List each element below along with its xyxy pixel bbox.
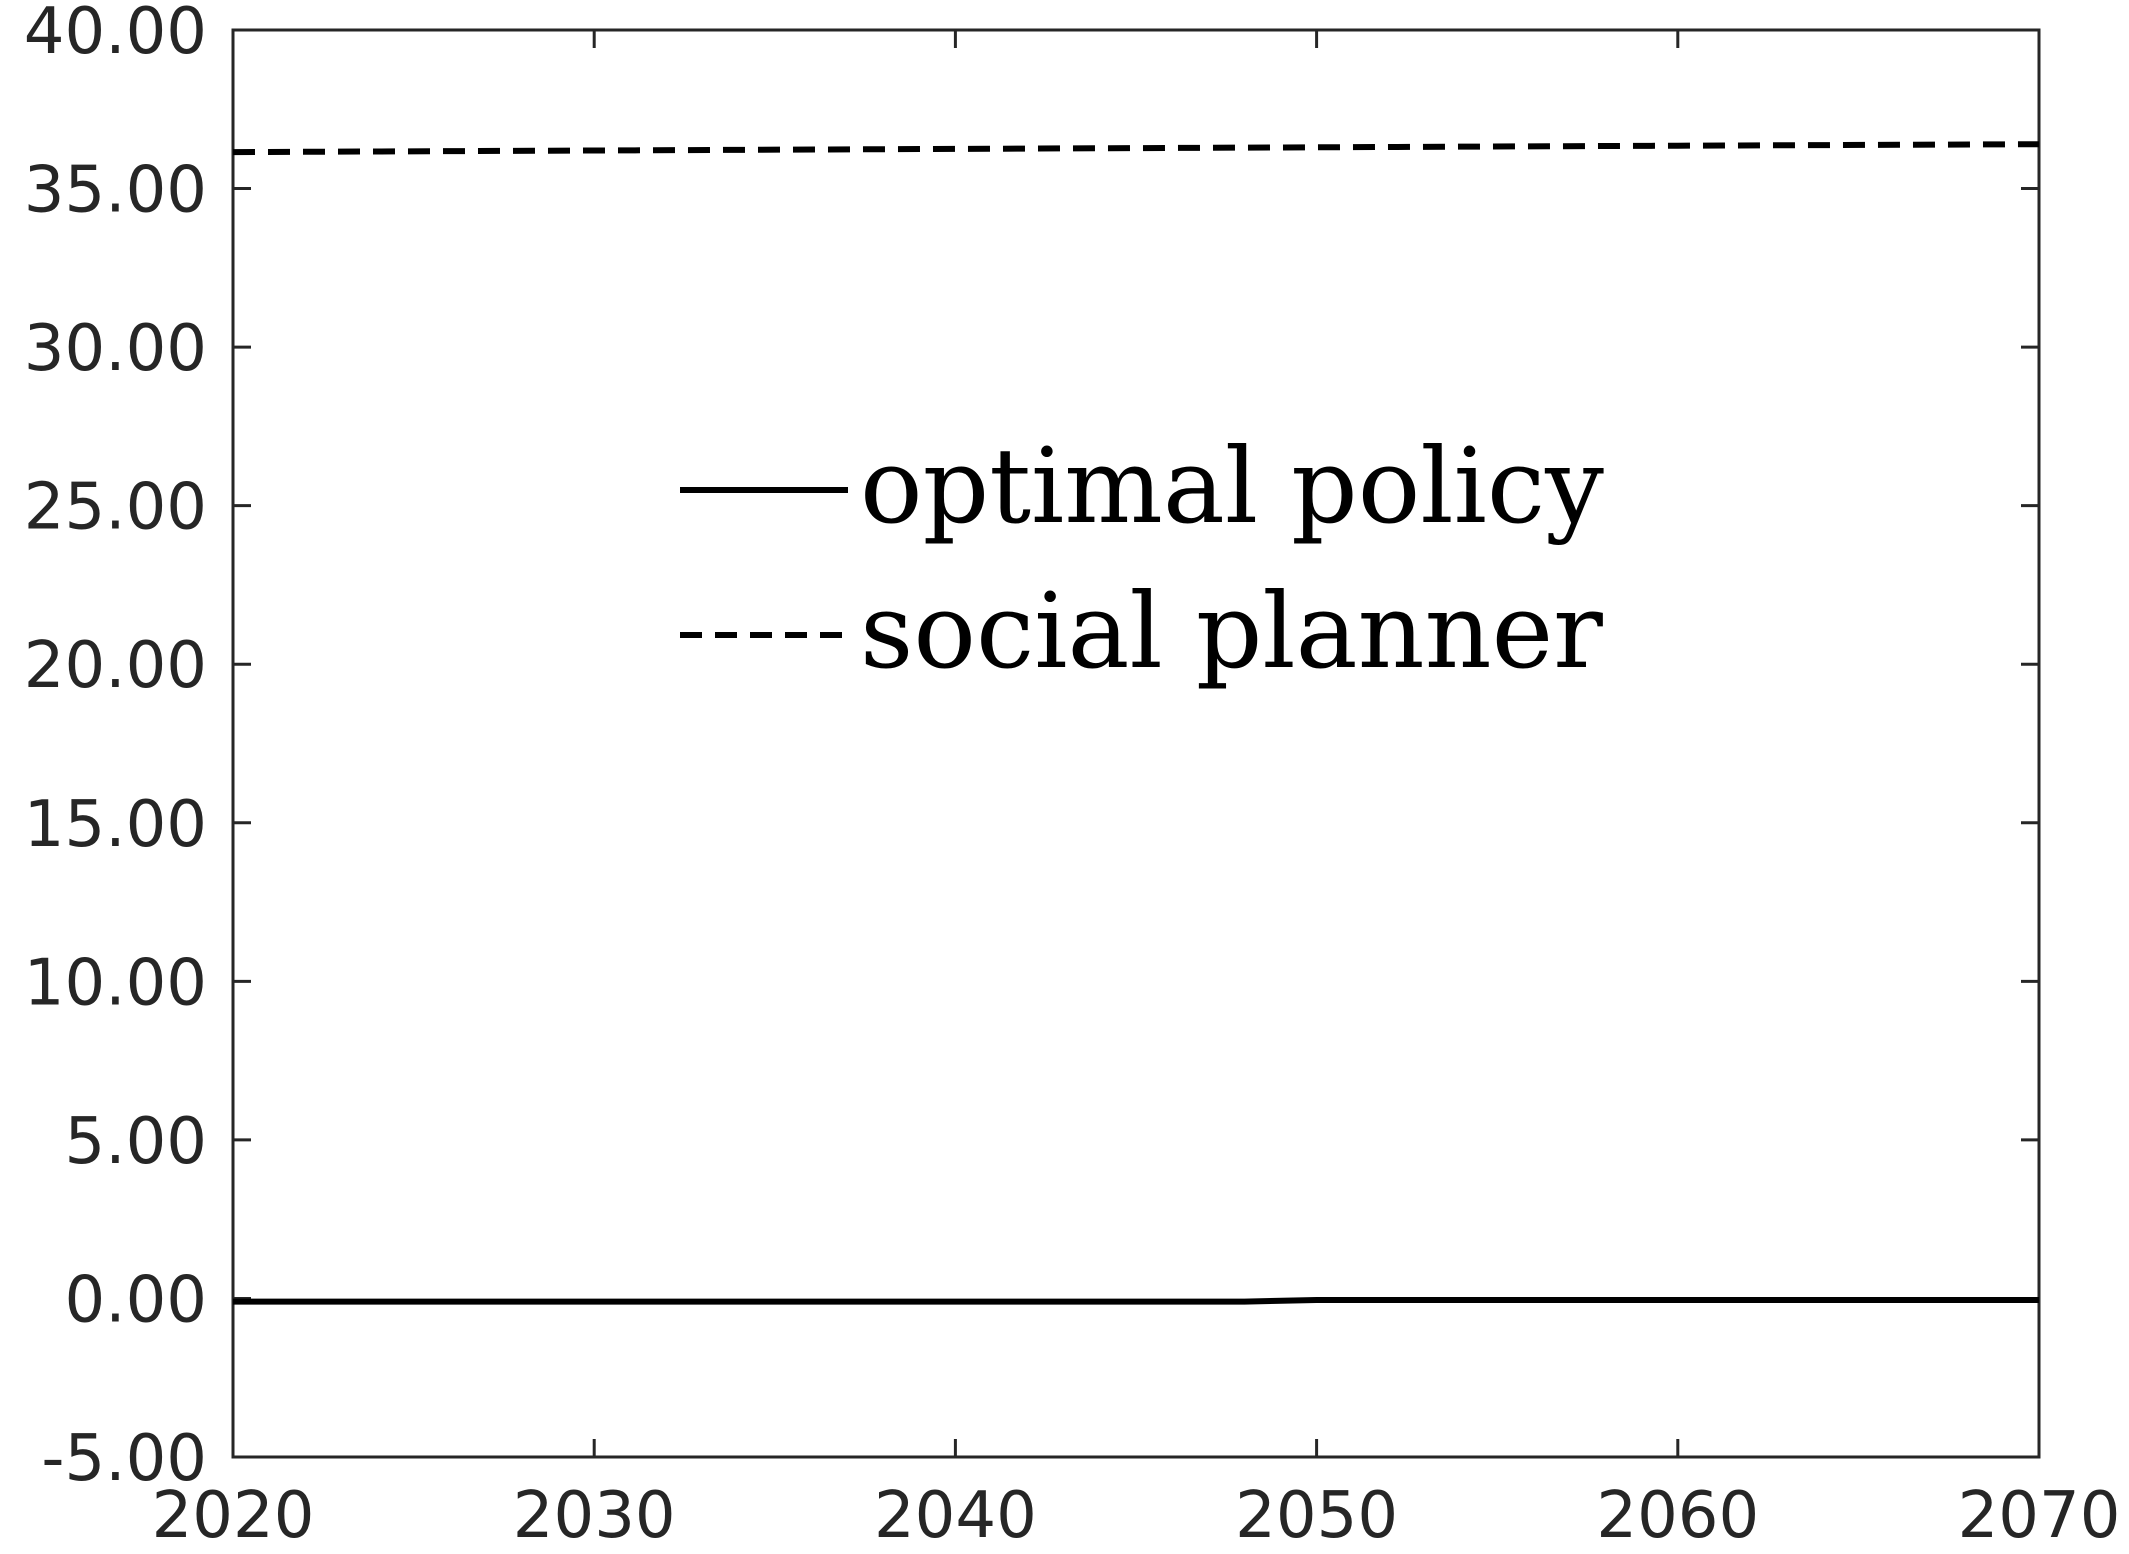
x-tick-label: 2070 [1958,1479,2121,1553]
y-tick-label: 20.00 [24,629,207,703]
y-tick-label: 5.00 [65,1105,208,1179]
x-tick-label: 2040 [874,1479,1037,1553]
y-tick-label: 10.00 [24,946,207,1020]
legend: optimal policy social planner [680,425,1604,692]
y-tick-label: 35.00 [24,154,207,228]
x-tick-label: 2050 [1235,1479,1398,1553]
plot-frame [231,28,2041,1459]
y-tick-label: 40.00 [24,0,207,69]
series-lines [232,141,2040,1305]
legend-label-optimal-policy: optimal policy [860,425,1604,547]
x-tick-label: 2060 [1596,1479,1759,1553]
y-tick-label: 15.00 [24,788,207,862]
y-tick-label: 30.00 [24,312,207,386]
plot-area [231,28,2041,1459]
y-tick-label: 0.00 [65,1263,208,1337]
y-tick-label: 25.00 [24,471,207,545]
series-line-social-planner [232,141,2040,156]
axis-ticks: 2020 2030 2040 2050 2060 2070 -5.00 0.00 5.00 10.… [24,0,2121,1553]
series-line-optimal-policy [233,1297,2039,1305]
legend-label-social-planner: social planner [860,570,1603,692]
x-tick-label: 2030 [513,1479,676,1553]
x-tick-label: 2020 [152,1479,315,1553]
y-tick-label: -5.00 [41,1422,207,1496]
